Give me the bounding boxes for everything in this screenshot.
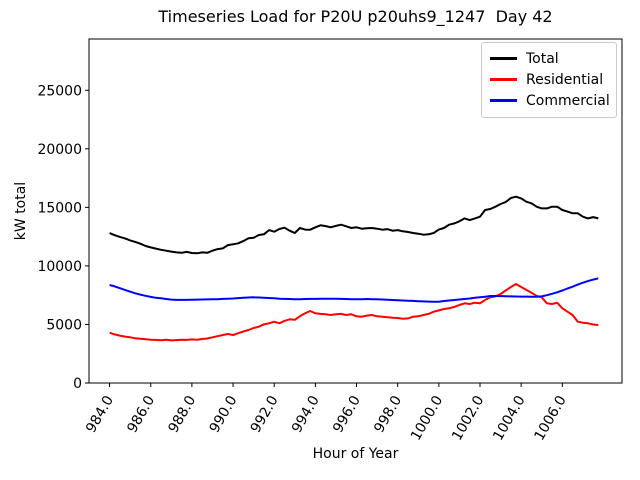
x-axis-label: Hour of Year	[312, 446, 399, 462]
legend-label-total: Total	[526, 50, 559, 67]
legend-line-residential-icon	[490, 78, 517, 81]
legend-line-total-icon	[490, 57, 517, 60]
x-tick-label: 994.0	[289, 393, 323, 436]
legend-item-residential: Residential	[490, 69, 608, 90]
x-tick-label: 984.0	[83, 393, 117, 436]
legend-label-commercial: Commercial	[526, 92, 610, 109]
x-tick-label: 1002.0	[449, 393, 487, 443]
y-tick-label: 20000	[37, 142, 82, 158]
x-tick-label: 992.0	[248, 393, 282, 436]
x-tick-label: 1006.0	[531, 393, 569, 443]
x-tick-label: 996.0	[330, 393, 364, 436]
x-tick-label: 1004.0	[490, 393, 528, 443]
x-tick-label: 986.0	[124, 393, 158, 436]
x-tick-label: 988.0	[165, 393, 199, 436]
series-line-commercial	[109, 277, 599, 303]
y-tick-label: 10000	[37, 259, 82, 275]
y-tick-label: 0	[73, 376, 82, 392]
legend-item-total: Total	[490, 48, 608, 69]
chart-title: Timeseries Load for P20U p20uhs9_1247 Da…	[158, 7, 553, 26]
y-tick-label: 25000	[37, 83, 82, 99]
legend: Total Residential Commercial	[481, 42, 617, 118]
legend-item-commercial: Commercial	[490, 90, 610, 111]
plot-frame	[88, 38, 623, 384]
x-tick-label: 990.0	[207, 393, 241, 436]
legend-label-residential: Residential	[526, 71, 604, 88]
series-line-residential	[109, 283, 599, 342]
x-tick-label: 1000.0	[408, 393, 446, 443]
legend-line-commercial-icon	[490, 99, 517, 102]
y-tick-label: 15000	[37, 200, 82, 216]
y-tick-label: 5000	[46, 317, 82, 333]
x-tick-label: 998.0	[371, 393, 405, 436]
series-line-total	[109, 195, 599, 255]
